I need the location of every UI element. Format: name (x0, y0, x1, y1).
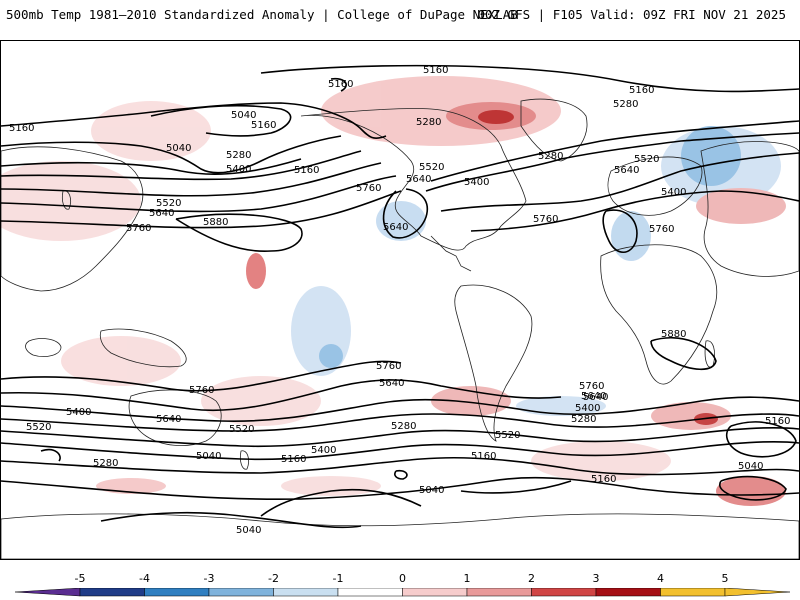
map-panel: 5160 5160 5160 5040 5160 5160 5280 5280 … (0, 40, 800, 560)
contour-label: 5640 (379, 378, 404, 389)
colorbar-tick-label: -4 (139, 572, 150, 585)
contour-label: 5760 (376, 361, 401, 372)
colorbar-tick-label: -5 (74, 572, 86, 585)
contour-label: 5400 (575, 403, 600, 414)
contour-label: 5160 (629, 85, 654, 96)
contour-label: 5520 (495, 430, 520, 441)
contour-label: 5520 (26, 422, 51, 433)
contour-label: 5400 (661, 187, 686, 198)
colorbar-tick-label: 4 (657, 572, 664, 585)
colorbar-tick-label: 2 (528, 572, 535, 585)
colorbar-extend-high (724, 588, 791, 597)
contour-label: 5520 (419, 162, 444, 173)
anomaly-colorbar: -5 -4 -3 -2 -1 0 1 2 3 4 5 (0, 568, 800, 600)
contour-label: 5640 (406, 174, 431, 185)
contour-label: 5280 (613, 99, 638, 110)
contour-label: 5280 (93, 458, 118, 469)
contour-label-group: 5160 5160 5160 5040 5160 5160 5280 5280 … (9, 65, 790, 536)
colorbar-tick-label: -2 (268, 572, 279, 585)
colorbar-tick-label: -1 (332, 572, 344, 585)
colorbar-tick-label: 0 (399, 572, 406, 585)
contour-label: 5640 (149, 208, 174, 219)
colorbar-tick-label: -3 (203, 572, 215, 585)
contour-label: 5640 (156, 414, 181, 425)
contour-label: 5160 (281, 454, 306, 465)
contour-label: 5760 (356, 183, 381, 194)
contour-label: 5040 (738, 461, 763, 472)
contour-label: 5160 (294, 165, 319, 176)
model-valid-time: 00Z GFS | F105 Valid: 09Z FRI NOV 21 202… (477, 7, 786, 22)
contour-label: 5160 (423, 65, 448, 76)
contour-label: 5400 (66, 407, 91, 418)
colorbar-segment (337, 588, 403, 597)
colorbar-tick-label: 5 (721, 572, 729, 585)
contour-label: 5640 (583, 392, 608, 403)
contour-label: 5280 (226, 150, 251, 161)
contour-label: 5040 (236, 525, 261, 536)
contour-label: 5880 (661, 329, 686, 340)
colorbar-segment (79, 588, 145, 597)
contour-label: 5400 (311, 445, 336, 456)
contour-label: 5760 (649, 224, 674, 235)
contour-label: 5160 (765, 416, 790, 427)
contour-label: 5040 (196, 451, 221, 462)
contour-label: 5640 (614, 165, 639, 176)
colorbar-tick-label: 3 (592, 572, 600, 585)
contour-label: 5160 (471, 451, 496, 462)
contour-label: 5280 (538, 151, 563, 162)
colorbar-segment (531, 588, 597, 597)
contour-label: 5160 (9, 123, 34, 134)
world-map: 5160 5160 5160 5040 5160 5160 5280 5280 … (1, 64, 799, 559)
contour-label: 5760 (189, 385, 214, 396)
contour-label: 5160 (328, 79, 353, 90)
contour-label: 5280 (571, 414, 596, 425)
colorbar-segment (660, 588, 726, 597)
contour-label: 5160 (591, 474, 616, 485)
contour-label: 5400 (226, 164, 251, 175)
contour-label: 5040 (166, 143, 191, 154)
colorbar-tick-label: 1 (463, 572, 471, 585)
colorbar-segment (144, 588, 210, 597)
contour-label: 5760 (533, 214, 558, 225)
contour-label: 5760 (126, 223, 151, 234)
contour-label: 5520 (156, 198, 181, 209)
header: 500mb Temp 1981–2010 Standardized Anomal… (0, 0, 800, 30)
colorbar-bar (14, 588, 791, 597)
contour-label: 5040 (231, 110, 256, 121)
colorbar-segment (208, 588, 274, 597)
contour-label: 5640 (581, 391, 606, 402)
contour-label: 5520 (634, 154, 659, 165)
colorbar-segment (466, 588, 532, 597)
contour-label: 5160 (251, 120, 276, 131)
contour-label: 5280 (416, 117, 441, 128)
colorbar-segment (595, 588, 661, 597)
map-title: 500mb Temp 1981–2010 Standardized Anomal… (6, 7, 518, 22)
colorbar-extend-low (14, 588, 81, 597)
coastlines (1, 98, 799, 559)
contour-label: 5760 (579, 381, 604, 392)
anomaly-shading (1, 76, 786, 506)
height-contours (1, 64, 799, 529)
colorbar-segment (273, 588, 339, 597)
colorbar-segment (402, 588, 468, 597)
contour-label: 5280 (391, 421, 416, 432)
contour-label: 5040 (419, 485, 444, 496)
contour-label: 5640 (383, 222, 408, 233)
contour-label: 5400 (464, 177, 489, 188)
contour-label: 5880 (203, 217, 228, 228)
contour-label: 5520 (229, 424, 254, 435)
